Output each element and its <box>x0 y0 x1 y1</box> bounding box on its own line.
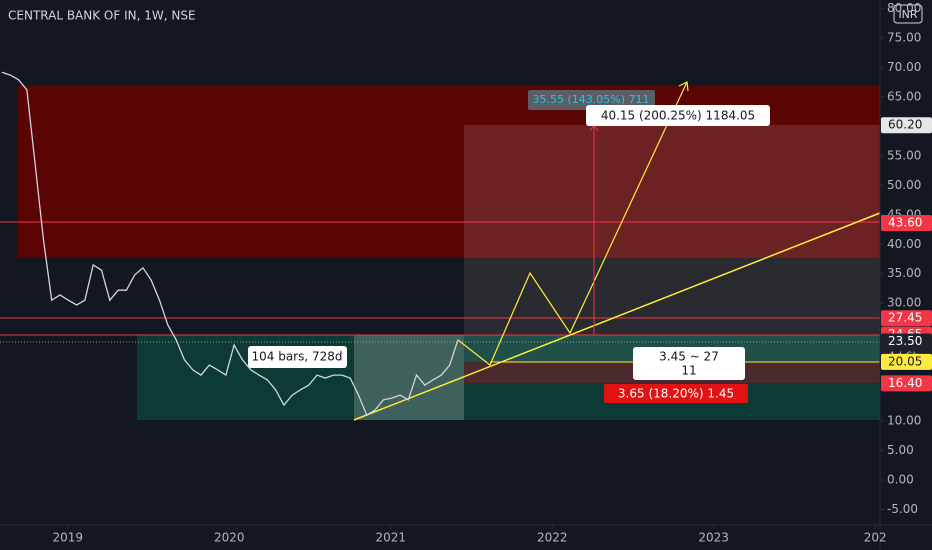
price-tag-label: 43.60 <box>888 216 922 230</box>
price-tag <box>881 333 932 350</box>
price-tag-label: 16.40 <box>888 376 922 390</box>
x-tick-label: 2020 <box>214 531 245 545</box>
price-tag <box>881 375 932 392</box>
currency[interactable]: INR <box>898 8 917 21</box>
projection-path <box>457 81 688 366</box>
y-tick-label: 65.00 <box>887 89 921 103</box>
annotation-box <box>633 347 745 380</box>
price-tag-label: 27.45 <box>888 311 922 325</box>
annotation-box <box>604 384 748 403</box>
y-tick-label: 30.00 <box>887 296 921 310</box>
price-line <box>1 71 459 417</box>
range-zone <box>354 335 464 420</box>
chart-title: CENTRAL BANK OF IN, 1W, NSE <box>8 9 196 23</box>
x-tick-label: 2019 <box>53 531 84 545</box>
price-tag-label: 60.20 <box>888 118 922 132</box>
annotation-box <box>248 346 347 368</box>
price-tag-label: 20.05 <box>888 354 922 368</box>
target-zone-lower <box>464 258 880 335</box>
y-tick-label: 75.00 <box>887 31 921 45</box>
x-tick-label: 2021 <box>375 531 406 545</box>
y-tick-label: 40.00 <box>887 237 921 251</box>
currency-badge[interactable] <box>893 4 923 24</box>
annotation: 3.65 (18.20%) 1.45 <box>618 387 734 401</box>
annotation: 104 bars, 728d <box>251 350 342 364</box>
price-tag <box>881 310 932 327</box>
y-tick-label: 5.00 <box>887 443 914 457</box>
annotation: 3.45 ~ 27 <box>659 350 719 364</box>
price-tag-label: 23.50 <box>888 334 922 348</box>
y-tick-label: 80.00 <box>887 1 921 15</box>
y-tick-label: 10.00 <box>887 414 921 428</box>
y-tick-label: -5.00 <box>887 502 918 516</box>
annotation-box <box>586 105 770 126</box>
price-tag <box>881 215 932 232</box>
price-tag <box>881 353 932 370</box>
y-tick-label: 55.00 <box>887 148 921 162</box>
annotation: 11 <box>681 364 696 378</box>
annotation: 40.15 (200.25%) 1184.05 <box>601 109 755 123</box>
target-zone <box>464 125 880 258</box>
x-tick-label: 2022 <box>537 531 568 545</box>
y-tick-label: 35.00 <box>887 266 921 280</box>
x-tick-label: 2023 <box>698 531 729 545</box>
y-tick-label: 70.00 <box>887 60 921 74</box>
y-tick-label: 50.00 <box>887 178 921 192</box>
arrow-head <box>678 81 689 92</box>
price-tag <box>881 117 932 134</box>
trend-line <box>353 212 881 421</box>
annotation: 35.55 (143.05%) 711 <box>532 93 649 106</box>
y-tick-label: 0.00 <box>887 472 914 486</box>
x-tick-label: 202 <box>864 531 887 545</box>
